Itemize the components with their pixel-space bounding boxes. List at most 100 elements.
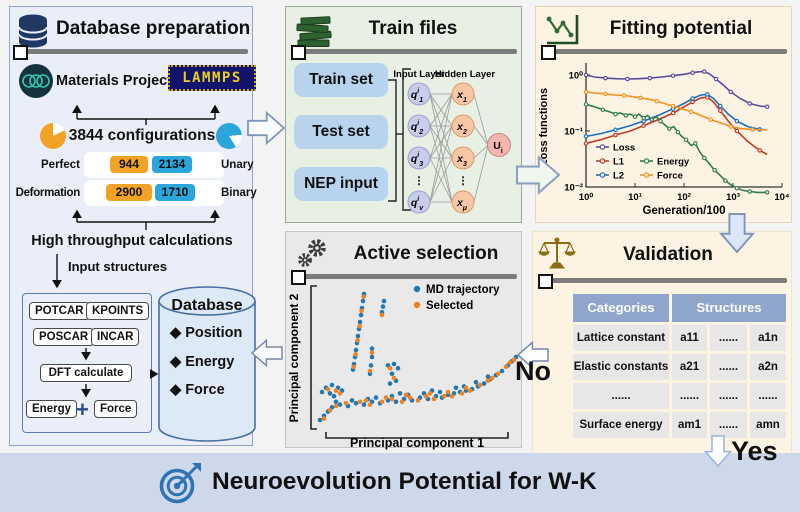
count-unary: 2134 [152,156,192,173]
svg-text:⋮: ⋮ [458,175,469,187]
page-title-database-preparation: Database preparation [56,18,251,39]
test-set-box: Test set [294,115,388,149]
svg-text:L2: L2 [613,171,624,182]
divider-square [291,45,306,60]
count-perfect: 944 [110,156,148,173]
arrow-db-to-train [247,110,286,146]
configurations-count: 3844 configurations [68,127,216,144]
database-item-energy: ◆ Energy [170,354,234,370]
database-item-label: Force [185,382,225,398]
svg-text:xμ: xμ [456,197,468,212]
count-binary: 1710 [155,184,195,201]
dft-files-box [22,293,152,433]
neural-network-diagram: Input Layer Hidden Layer qi1 qi2 [388,68,511,214]
svg-text:10²: 10² [677,192,691,203]
table-cell: ...... [672,383,707,409]
svg-text:Energy: Energy [657,157,690,168]
result-banner: Neuroevolution Potential for W-K [0,453,800,512]
plus-sign: + [76,397,89,422]
database-cylinder-title: Database [171,297,243,314]
row-label-unary: Unary [221,159,254,171]
hidden-nodes [451,82,475,214]
svg-text:10⁻¹: 10⁻¹ [564,127,583,138]
divider-square [541,45,556,60]
table-cell: a21 [672,354,707,380]
dft-calculate-chip: DFT calculate [40,364,132,382]
svg-text:10⁻²: 10⁻² [564,183,583,194]
banner-title: Neuroevolution Potential for W-K [212,468,597,495]
diamond-bullet-icon: ◆ [170,382,182,398]
svg-text:qiv: qiv [411,196,424,212]
nep-input-box: NEP input [294,167,388,201]
row-label-deformation: Deformation [15,187,81,199]
table-header-categories: Categories [573,294,669,322]
fit-xlabel: Generation/100 [642,205,725,217]
panel-validation: Validation Categories Structures Lattice… [532,231,792,455]
panel1-connectors [52,104,220,398]
svg-text:qi2: qi2 [411,120,423,136]
hidden-layer-label: Hidden Layer [435,69,495,80]
validation-table: Categories Structures Lattice constant a… [573,294,786,438]
svg-text:x2: x2 [456,121,467,136]
incar-chip: INCAR [91,328,140,346]
table-cell: a11 [672,325,707,351]
count-deformation: 2900 [106,184,152,201]
table-cell: ...... [710,412,747,438]
table-cell: a2n [750,354,786,380]
divider-square [291,270,306,285]
diamond-bullet-icon: ◆ [170,354,182,370]
poscar-chip: POSCAR [33,328,95,346]
legend-md-label: MD trajectory [426,284,500,296]
table-cell: ...... [710,354,747,380]
train-set-box: Train set [294,63,388,97]
arrow-train-to-fitting [515,155,561,195]
panel-fitting-potential: Fitting potential 10⁰ 10¹ 10² 10³ 10⁴ 10⁰ 10⁻¹… [535,6,792,223]
section-divider-bar [542,49,787,54]
table-cell: am1 [672,412,707,438]
loss-functions-chart: 10⁰ 10¹ 10² 10³ 10⁴ 10⁰ 10⁻¹ 10⁻² Generation/100… [538,63,790,217]
svg-text:Loss: Loss [613,143,635,154]
table-cell: Lattice constant [573,325,669,351]
svg-text:10⁰: 10⁰ [579,192,594,203]
database-cylinder [158,286,256,442]
page-title-active-selection: Active selection [353,243,499,264]
pca-ylabel: Principal component 2 [287,293,301,422]
svg-text:10⁴: 10⁴ [774,192,790,203]
svg-text:Force: Force [657,171,683,182]
panel-database-preparation: Database preparation Materials Project L… [9,6,257,446]
svg-text:x1: x1 [456,89,467,104]
database-item-force: ◆ Force [170,382,225,398]
table-header-structures: Structures [672,294,786,322]
database-icon [18,14,48,48]
yes-label: Yes [731,436,778,466]
table-cell: Surface energy [573,412,669,438]
force-chip: Force [94,400,138,418]
row-label-perfect: Perfect [41,159,80,171]
panel-active-selection: Active selection MD trajectory Selected … [285,231,522,450]
table-cell: a1n [750,325,786,351]
input-nodes [407,82,431,214]
svg-text:10¹: 10¹ [628,192,642,203]
line-chart-icon [546,15,579,45]
row-label-binary: Binary [221,187,257,199]
target-icon [159,463,201,504]
section-divider-bar [292,49,517,54]
database-item-label: Energy [185,354,235,370]
materials-project-label: Materials Project [56,73,173,89]
table-cell: ...... [710,383,747,409]
input-layer-label: Input Layer [393,69,445,80]
kpoints-chip: KPOINTS [86,302,150,320]
no-label: No [515,356,551,386]
legend-selected-dot [413,301,421,309]
divider-square [13,45,28,60]
energy-chip: Energy [26,400,77,418]
table-cell: Elastic constants [573,354,669,380]
books-icon [296,16,332,47]
table-cell: ...... [573,383,669,409]
input-structures-label: Input structures [68,259,167,274]
page-title-fitting-potential: Fitting potential [609,18,753,39]
page-title-validation: Validation [623,244,713,265]
table-cell: amn [750,412,786,438]
orange-pie-icon [40,123,66,149]
